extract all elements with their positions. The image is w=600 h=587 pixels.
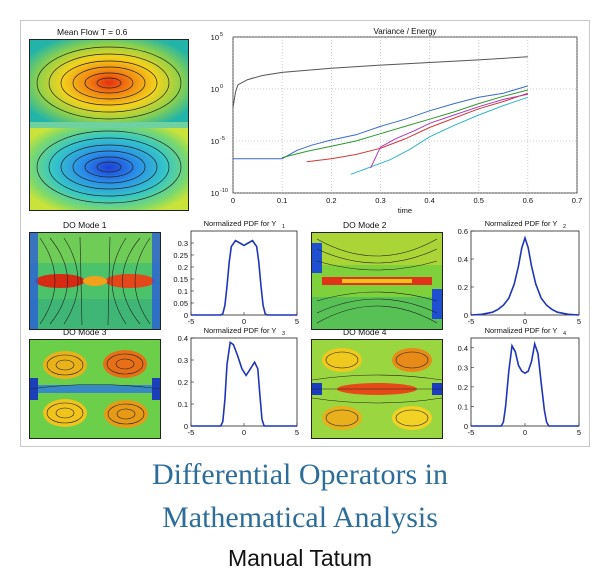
x-tick-label: 0: [523, 428, 527, 437]
book-title-line-2: Mathematical Analysis: [162, 501, 438, 534]
x-tick-label: 0.2: [326, 196, 336, 205]
pdf-title-subscript: 1: [282, 224, 285, 230]
pdf-curve: [191, 239, 297, 316]
y-tick-label: 0.15: [173, 275, 188, 284]
y-tick-label: 0.4: [458, 255, 468, 264]
x-tick-label: 0: [242, 317, 246, 326]
y-tick-label: 0.1: [458, 402, 468, 411]
x-tick-label: 0: [523, 317, 527, 326]
do-mode-2-heatmap: [311, 232, 443, 330]
plot-area: [190, 230, 298, 316]
x-tick-label: 0.3: [375, 196, 385, 205]
book-title-line-1: Differential Operators in: [151, 458, 448, 491]
y-tick-label: 0: [184, 311, 188, 320]
chart-title: Variance / Energy: [374, 27, 437, 36]
book-title: Differential Operators in Mathematical A…: [0, 453, 600, 539]
y-tick-label: 0.1: [178, 400, 188, 409]
pdf-title: Normalized PDF for Y: [485, 326, 558, 335]
pdf-title-subscript: 4: [563, 331, 566, 337]
x-tick-label: 0.4: [424, 196, 434, 205]
y-tick-label: 10: [211, 137, 219, 146]
plot-area: [232, 36, 578, 194]
pdf-curve: [191, 341, 297, 427]
y-tick-label: 10: [211, 189, 219, 198]
y-tick-label: 0.25: [173, 251, 188, 260]
pdf-chart-y1: Normalized PDF for Y 1-5 0 500.050.10.150.2…: [173, 219, 299, 326]
pdf-title: Normalized PDF for Y: [485, 219, 558, 228]
y-tick-label: 0.2: [178, 263, 188, 272]
series-line-mode-1: [233, 85, 529, 160]
y-tick-exponent: -5: [220, 136, 225, 142]
y-tick-label: 0.3: [178, 239, 188, 248]
x-axis-label: time: [398, 206, 412, 215]
x-tick-label: 5: [577, 428, 581, 437]
x-tick-label: 0.7: [572, 196, 582, 205]
y-tick-label: 0: [184, 422, 188, 431]
y-tick-exponent: 5: [220, 32, 223, 38]
book-author: Manual Tatum: [227, 545, 373, 571]
mean-flow-heatmap: [29, 39, 189, 211]
y-tick-label: 0.4: [458, 344, 468, 353]
y-tick-label: 0.3: [178, 356, 188, 365]
y-tick-label: 0: [464, 422, 468, 431]
do-mode-1-heatmap: [29, 232, 161, 330]
pdf-chart-y4: Normalized PDF for Y 4-5 0 500.10.20.30.4: [458, 326, 582, 437]
y-tick-label: 10: [211, 33, 219, 42]
y-tick-label: 0.2: [178, 378, 188, 387]
x-tick-label: -5: [468, 428, 475, 437]
y-tick-label: 0: [464, 311, 468, 320]
x-tick-label: -5: [188, 428, 195, 437]
y-tick-label: 0.1: [178, 287, 188, 296]
y-tick-label: 10: [211, 85, 219, 94]
y-tick-label: 0.4: [178, 334, 188, 343]
do-mode-3-title: DO Mode 3: [63, 327, 107, 337]
plot-area: [470, 337, 580, 427]
x-tick-label: 5: [295, 428, 299, 437]
series-line-mode-5: [370, 93, 529, 169]
plot-area: [190, 337, 298, 427]
y-tick-label: 0.6: [458, 227, 468, 236]
x-tick-label: -5: [468, 317, 475, 326]
series-line-energy: [232, 56, 528, 108]
plot-area: [470, 230, 580, 316]
x-tick-label: 0.5: [473, 196, 483, 205]
y-tick-label: 0.3: [458, 363, 468, 372]
pdf-curve: [471, 340, 579, 427]
y-tick-exponent: -10: [220, 188, 228, 194]
x-tick-label: 5: [295, 317, 299, 326]
do-mode-4-title: DO Mode 4: [343, 327, 387, 337]
x-tick-label: -5: [188, 317, 195, 326]
x-tick-label: 0: [242, 428, 246, 437]
pdf-title-subscript: 2: [563, 224, 566, 230]
y-tick-label: 0.2: [458, 283, 468, 292]
do-mode-1-title: DO Mode 1: [63, 220, 107, 230]
pdf-curve: [470, 235, 580, 316]
do-mode-4-heatmap: [311, 339, 443, 439]
series-line-mode-2: [281, 89, 529, 159]
x-tick-label: 0: [231, 196, 235, 205]
do-mode-3-heatmap: [29, 339, 161, 439]
pdf-title-subscript: 3: [282, 331, 285, 337]
variance-energy-chart: Variance / Energy 0 0.1 0.2 0.3 0.4 0.5 0.6 0.7 1…: [211, 27, 583, 215]
mean-flow-title: Mean Flow T = 0.6: [57, 27, 128, 37]
do-mode-2-title: DO Mode 2: [343, 220, 387, 230]
x-tick-label: 5: [577, 317, 581, 326]
y-tick-label: 0.05: [173, 299, 188, 308]
pdf-title: Normalized PDF for Y: [204, 326, 277, 335]
pdf-title: Normalized PDF for Y: [204, 219, 277, 228]
x-tick-label: 0.6: [523, 196, 533, 205]
pdf-chart-y3: Normalized PDF for Y 3-5 0 500.10.20.30.4: [178, 326, 300, 437]
y-tick-label: 0.2: [458, 383, 468, 392]
y-tick-exponent: 0: [220, 84, 223, 90]
series-line-mode-3: [306, 92, 529, 163]
pdf-chart-y2: Normalized PDF for Y 2-5 0 500.20.40.6: [458, 219, 582, 326]
series-line-mode-4: [350, 96, 529, 175]
cover-figure: Mean Flow T = 0.6: [20, 20, 590, 447]
x-tick-label: 0.1: [277, 196, 287, 205]
